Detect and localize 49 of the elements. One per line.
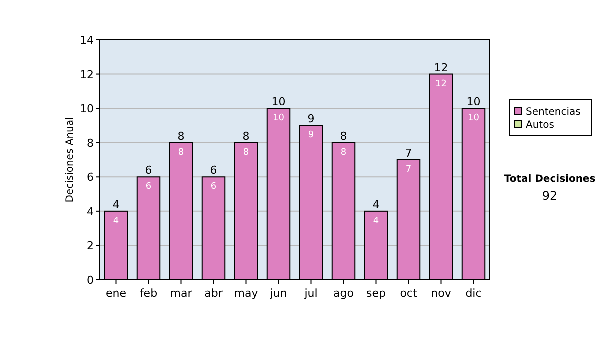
y-tick-label: 10 [80, 102, 94, 116]
x-tick-label: mar [170, 287, 193, 300]
data-label: 6 [146, 182, 152, 192]
total-label: 8 [340, 130, 348, 143]
total-label: 10 [272, 96, 286, 109]
x-tick-label: feb [140, 287, 158, 300]
x-tick-label: jun [269, 287, 288, 300]
data-label: 10 [273, 114, 285, 124]
total-label: 4 [372, 198, 380, 212]
y-tick-label: 8 [87, 136, 94, 150]
text: 92 [542, 189, 558, 203]
data-label: 12 [436, 79, 447, 90]
data-label: 9 [308, 130, 314, 141]
y-tick-label: 12 [80, 68, 94, 82]
total-label: 8 [178, 130, 185, 143]
data-label: 7 [406, 165, 412, 175]
y-tick-label: 6 [87, 171, 94, 184]
total-label: 6 [145, 164, 152, 178]
x-tick-label: abr [204, 287, 224, 300]
x-tick-label: may [234, 287, 259, 300]
data-label: 8 [243, 148, 250, 158]
y-axis-title: Decisiones Anual [65, 117, 76, 203]
legend-label: Autos [526, 120, 554, 131]
data-label: 4 [373, 216, 380, 226]
total-label: 10 [466, 96, 481, 109]
y-tick-label: 2 [87, 240, 94, 253]
x-tick-label: ago [334, 287, 354, 300]
data-label: 10 [468, 114, 480, 124]
x-tick-label: oct [400, 287, 418, 300]
total-label: 4 [112, 198, 120, 212]
legend-label: Sentencias [526, 107, 581, 118]
data-label: 4 [113, 216, 120, 226]
x-tick-label: nov [431, 287, 452, 300]
data-label: 8 [178, 148, 184, 158]
x-tick-label: jul [304, 287, 318, 300]
total-label: 12 [434, 61, 448, 74]
x-tick-label: ene [106, 287, 127, 300]
x-tick-label: sep [366, 287, 386, 300]
y-tick-label: 0 [87, 274, 94, 287]
x-tick-label: dic [466, 287, 482, 300]
total-label: 7 [405, 147, 412, 160]
total-label: 9 [308, 112, 315, 126]
y-tick-label: 4 [87, 205, 94, 218]
total-label: 6 [210, 164, 218, 178]
total-label: 8 [242, 130, 250, 143]
y-tick-label: 14 [80, 34, 94, 47]
data-label: 6 [210, 182, 217, 192]
data-label: 8 [340, 148, 347, 158]
text: Total Decisiones [504, 174, 596, 185]
